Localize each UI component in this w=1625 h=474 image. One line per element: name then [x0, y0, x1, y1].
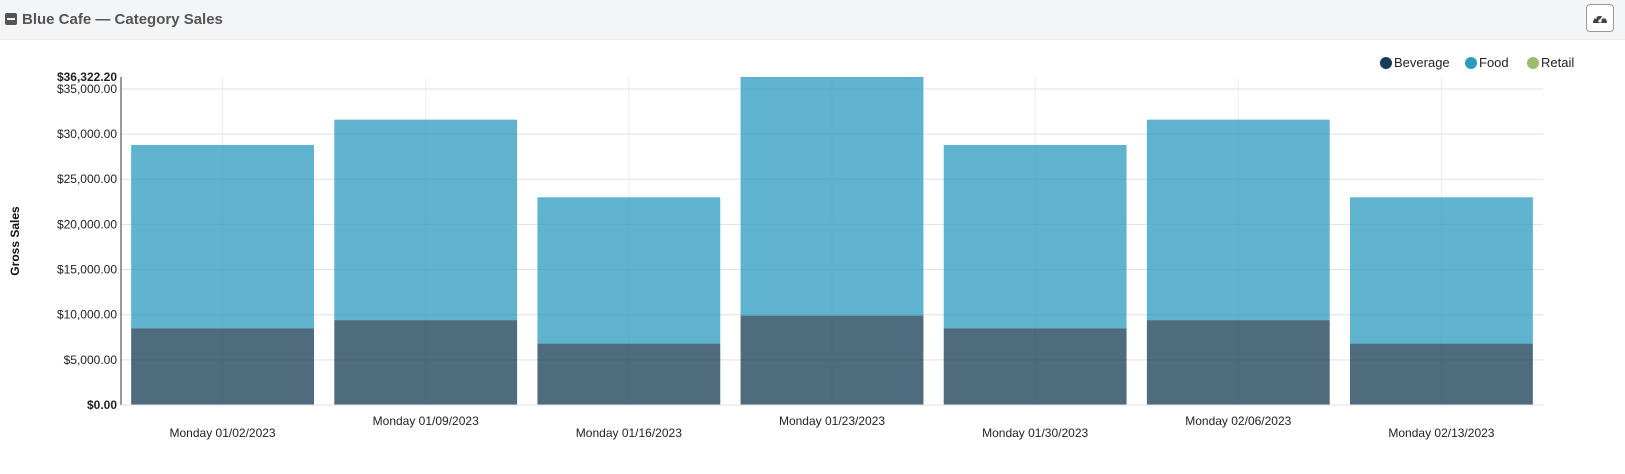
bar-beverage	[740, 315, 924, 405]
legend-label-food: Food	[1479, 55, 1509, 70]
y-tick-label: $25,000.00	[57, 172, 117, 186]
x-tick-label: Monday 01/16/2023	[576, 426, 682, 440]
dashboard-button[interactable]	[1586, 4, 1614, 32]
y-tick-label: $5,000.00	[64, 353, 118, 367]
x-tick-label: Monday 02/13/2023	[1388, 426, 1494, 440]
legend-label-retail: Retail	[1541, 55, 1574, 70]
x-tick-label: Monday 02/06/2023	[1185, 414, 1291, 428]
y-tick-label: $30,000.00	[57, 127, 117, 141]
bar-beverage	[1146, 320, 1330, 405]
bar-food	[1350, 197, 1533, 344]
x-tick-label: Monday 01/09/2023	[373, 414, 479, 428]
panel-header: Blue Cafe — Category Sales	[0, 0, 1625, 40]
y-axis-title: Gross Sales	[8, 206, 22, 276]
x-tick-label: Monday 01/30/2023	[982, 426, 1088, 440]
bar-food	[943, 144, 1127, 329]
category-sales-chart: $0.00 $5,000.00 $10,000.00 $15,000.00 $20,00…	[8, 55, 1574, 440]
bar-beverage	[334, 320, 518, 405]
x-tick-label: Monday 01/23/2023	[779, 414, 885, 428]
legend-label-beverage: Beverage	[1394, 55, 1450, 70]
speedometer-icon	[1593, 12, 1607, 23]
panel-title: Blue Cafe — Category Sales	[22, 11, 223, 28]
bar-beverage	[537, 343, 721, 405]
minus-square-icon[interactable]	[5, 13, 17, 25]
legend-swatch-beverage	[1380, 57, 1392, 69]
bar-beverage	[943, 328, 1127, 405]
legend-swatch-food	[1465, 57, 1477, 69]
y-tick-label: $10,000.00	[57, 308, 117, 322]
bar-food	[740, 77, 924, 316]
y-tick-label: $15,000.00	[57, 263, 117, 277]
legend-swatch-retail	[1527, 57, 1539, 69]
bar-beverage	[131, 328, 314, 405]
y-tick-label: $35,000.00	[57, 82, 117, 96]
bar-food	[537, 197, 721, 344]
bar-beverage	[1350, 343, 1533, 405]
bar-food	[1146, 119, 1330, 321]
bar-food	[334, 119, 518, 321]
y-tick-label: $20,000.00	[57, 217, 117, 231]
x-tick-label: Monday 01/02/2023	[170, 426, 276, 440]
y-tick-label: $0.00	[87, 398, 117, 412]
y-max-label: $36,322.20	[57, 70, 117, 84]
bar-food	[131, 144, 314, 329]
